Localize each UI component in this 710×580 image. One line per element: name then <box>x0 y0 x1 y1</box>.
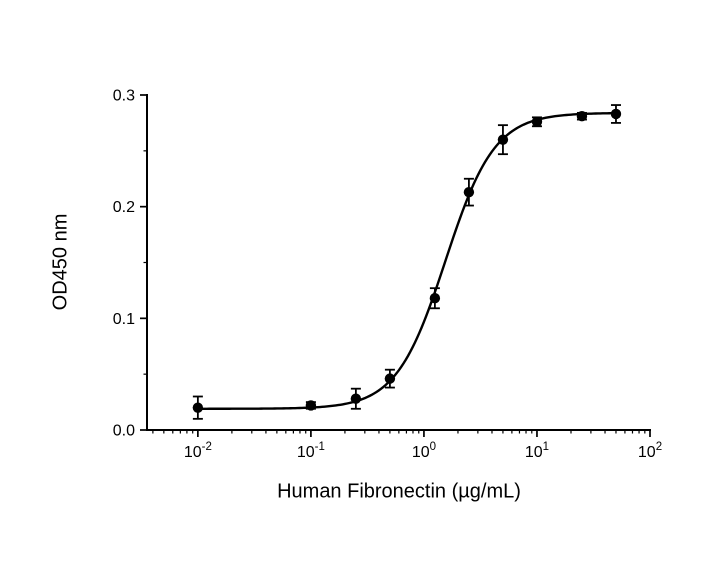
x-tick-label: 100 <box>412 441 436 461</box>
data-points <box>192 108 622 413</box>
data-point <box>305 400 317 411</box>
fit-curve <box>196 111 616 410</box>
data-point <box>463 186 475 198</box>
data-point <box>610 108 622 120</box>
y-axis: 0.0 0.1 0.2 0.3 <box>113 88 148 440</box>
fit-curve-path <box>196 111 616 410</box>
x-tick-label: 102 <box>638 441 662 461</box>
data-point <box>384 373 396 384</box>
data-point <box>350 393 362 404</box>
x-tick-label: 101 <box>525 441 549 461</box>
data-point <box>497 134 509 145</box>
y-tick-label: 0.2 <box>113 199 135 216</box>
x-tick-label: 10-1 <box>297 441 325 461</box>
data-point <box>192 402 204 413</box>
y-tick-label: 0.0 <box>113 423 135 440</box>
y-tick-label: 0.3 <box>113 88 135 105</box>
error-bars <box>192 104 621 420</box>
x-tick-label: 10-2 <box>184 441 212 461</box>
data-point <box>576 111 588 122</box>
y-tick-label: 0.1 <box>113 311 135 328</box>
data-point <box>531 116 543 128</box>
y-axis-label: OD450 nm <box>49 213 72 311</box>
x-axis: 10-2 10-1 100 101 102 <box>146 429 662 461</box>
data-point <box>429 293 441 304</box>
x-axis-label: Human Fibronectin (µg/mL) <box>277 480 521 503</box>
